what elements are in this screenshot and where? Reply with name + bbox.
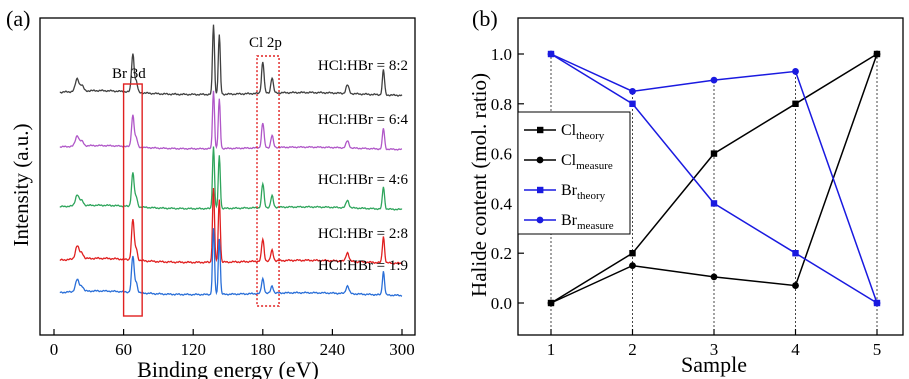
point-br-measure-5 xyxy=(873,299,881,307)
spectrum-2 xyxy=(59,90,403,151)
panel-a-spectra: HCl:HBr = 8:2 HCl:HBr = 6:4 HCl:HBr = 4:6 H… xyxy=(59,24,409,297)
legend-label-base-0: Cl xyxy=(561,122,577,139)
legend-label-1: Clmeasure xyxy=(561,152,613,172)
a-xtick-label-5: 300 xyxy=(389,340,415,359)
cl-2p-label: Cl 2p xyxy=(249,35,282,51)
legend-marker-2 xyxy=(537,186,544,194)
spectrum-4 xyxy=(59,187,403,265)
legend-box xyxy=(517,111,631,235)
panel-a-frame xyxy=(39,17,416,336)
br-3d-box xyxy=(122,83,143,317)
panel-b-series xyxy=(547,50,881,307)
spectrum-5 xyxy=(59,228,403,297)
a-xtick-label-3: 180 xyxy=(250,340,276,359)
legend-label-sub-0: theory xyxy=(576,130,605,142)
legend-label-sub-1: measure xyxy=(576,160,613,172)
panel-a-xlabel: Binding energy (eV) xyxy=(137,357,319,379)
b-ytick-label-3: 0.6 xyxy=(491,145,512,164)
point-cl-theory-4 xyxy=(792,100,799,107)
point-br-theory-2 xyxy=(629,100,636,107)
a-xtick-label-2: 120 xyxy=(180,340,206,359)
point-cl-measure-2 xyxy=(629,262,636,270)
panel-b-ylabel: Halide content (mol. ratio) xyxy=(467,73,491,297)
br-3d-label: Br 3d xyxy=(112,66,146,82)
panel-a-ylabel: Intensity (a.u.) xyxy=(9,123,33,246)
panel-a-label: (a) xyxy=(6,6,30,31)
b-ytick-label-4: 0.8 xyxy=(491,95,512,114)
point-br-measure-3 xyxy=(710,76,718,84)
b-xtick-label-2: 3 xyxy=(710,340,719,359)
b-xtick-label-3: 4 xyxy=(791,340,800,359)
b-ytick-label-2: 0.4 xyxy=(491,194,513,213)
b-xtick-label-0: 1 xyxy=(547,340,556,359)
legend-label-sub-2: theory xyxy=(577,190,606,202)
legend-label-0: Cltheory xyxy=(561,122,605,142)
b-ytick-label-5: 1.0 xyxy=(491,45,512,64)
legend-marker-0 xyxy=(537,126,544,134)
point-cl-measure-3 xyxy=(710,273,718,281)
a-xtick-label-4: 240 xyxy=(320,340,346,359)
point-br-theory-3 xyxy=(710,200,718,207)
point-cl-measure-5 xyxy=(873,50,881,58)
point-cl-theory-2 xyxy=(629,250,636,257)
spectrum-label-1: HCl:HBr = 8:2 xyxy=(318,58,408,74)
spectrum-label-5: HCl:HBr = 1:9 xyxy=(318,258,408,274)
panel-a: (a) Intensity (a.u.) Binding energy (eV)… xyxy=(6,6,416,379)
panel-b-xlabel: Sample xyxy=(681,352,747,377)
panel-b: (b) Halide content (mol. ratio) Sample 1… xyxy=(467,6,904,377)
spectrum-3 xyxy=(59,146,403,211)
point-cl-measure-1 xyxy=(547,299,555,307)
legend-label-2: Brtheory xyxy=(561,182,606,202)
spectrum-1 xyxy=(59,24,403,97)
spectrum-label-2: HCl:HBr = 6:4 xyxy=(318,112,409,128)
spectrum-label-4: HCl:HBr = 2:8 xyxy=(318,226,408,242)
legend-marker-1 xyxy=(536,156,544,164)
legend-label-base-1: Cl xyxy=(561,152,577,169)
cl-2p-box xyxy=(256,55,280,307)
b-ytick-label-0: 0.0 xyxy=(491,294,512,313)
a-xtick-label-1: 60 xyxy=(115,340,132,359)
point-cl-theory-3 xyxy=(710,150,718,157)
legend-label-sub-3: measure xyxy=(577,220,614,232)
point-br-measure-1 xyxy=(547,50,555,58)
legend-label-base-3: Br xyxy=(561,212,578,229)
point-br-measure-4 xyxy=(792,68,799,75)
a-xtick-label-0: 0 xyxy=(50,340,59,359)
panel-b-label: (b) xyxy=(472,6,498,31)
legend-marker-3 xyxy=(536,216,544,224)
legend-label-base-2: Br xyxy=(561,182,578,199)
legend-label-3: Brmeasure xyxy=(561,212,614,232)
b-xtick-label-1: 2 xyxy=(628,340,637,359)
point-br-theory-4 xyxy=(792,250,799,257)
b-ytick-label-1: 0.2 xyxy=(491,244,512,263)
point-cl-measure-4 xyxy=(792,282,799,289)
b-xtick-label-4: 5 xyxy=(873,340,882,359)
panel-a-x-ticks: 0 60 120 180 240 300 xyxy=(50,329,415,359)
spectrum-label-3: HCl:HBr = 4:6 xyxy=(318,172,409,188)
point-br-measure-2 xyxy=(629,87,636,95)
